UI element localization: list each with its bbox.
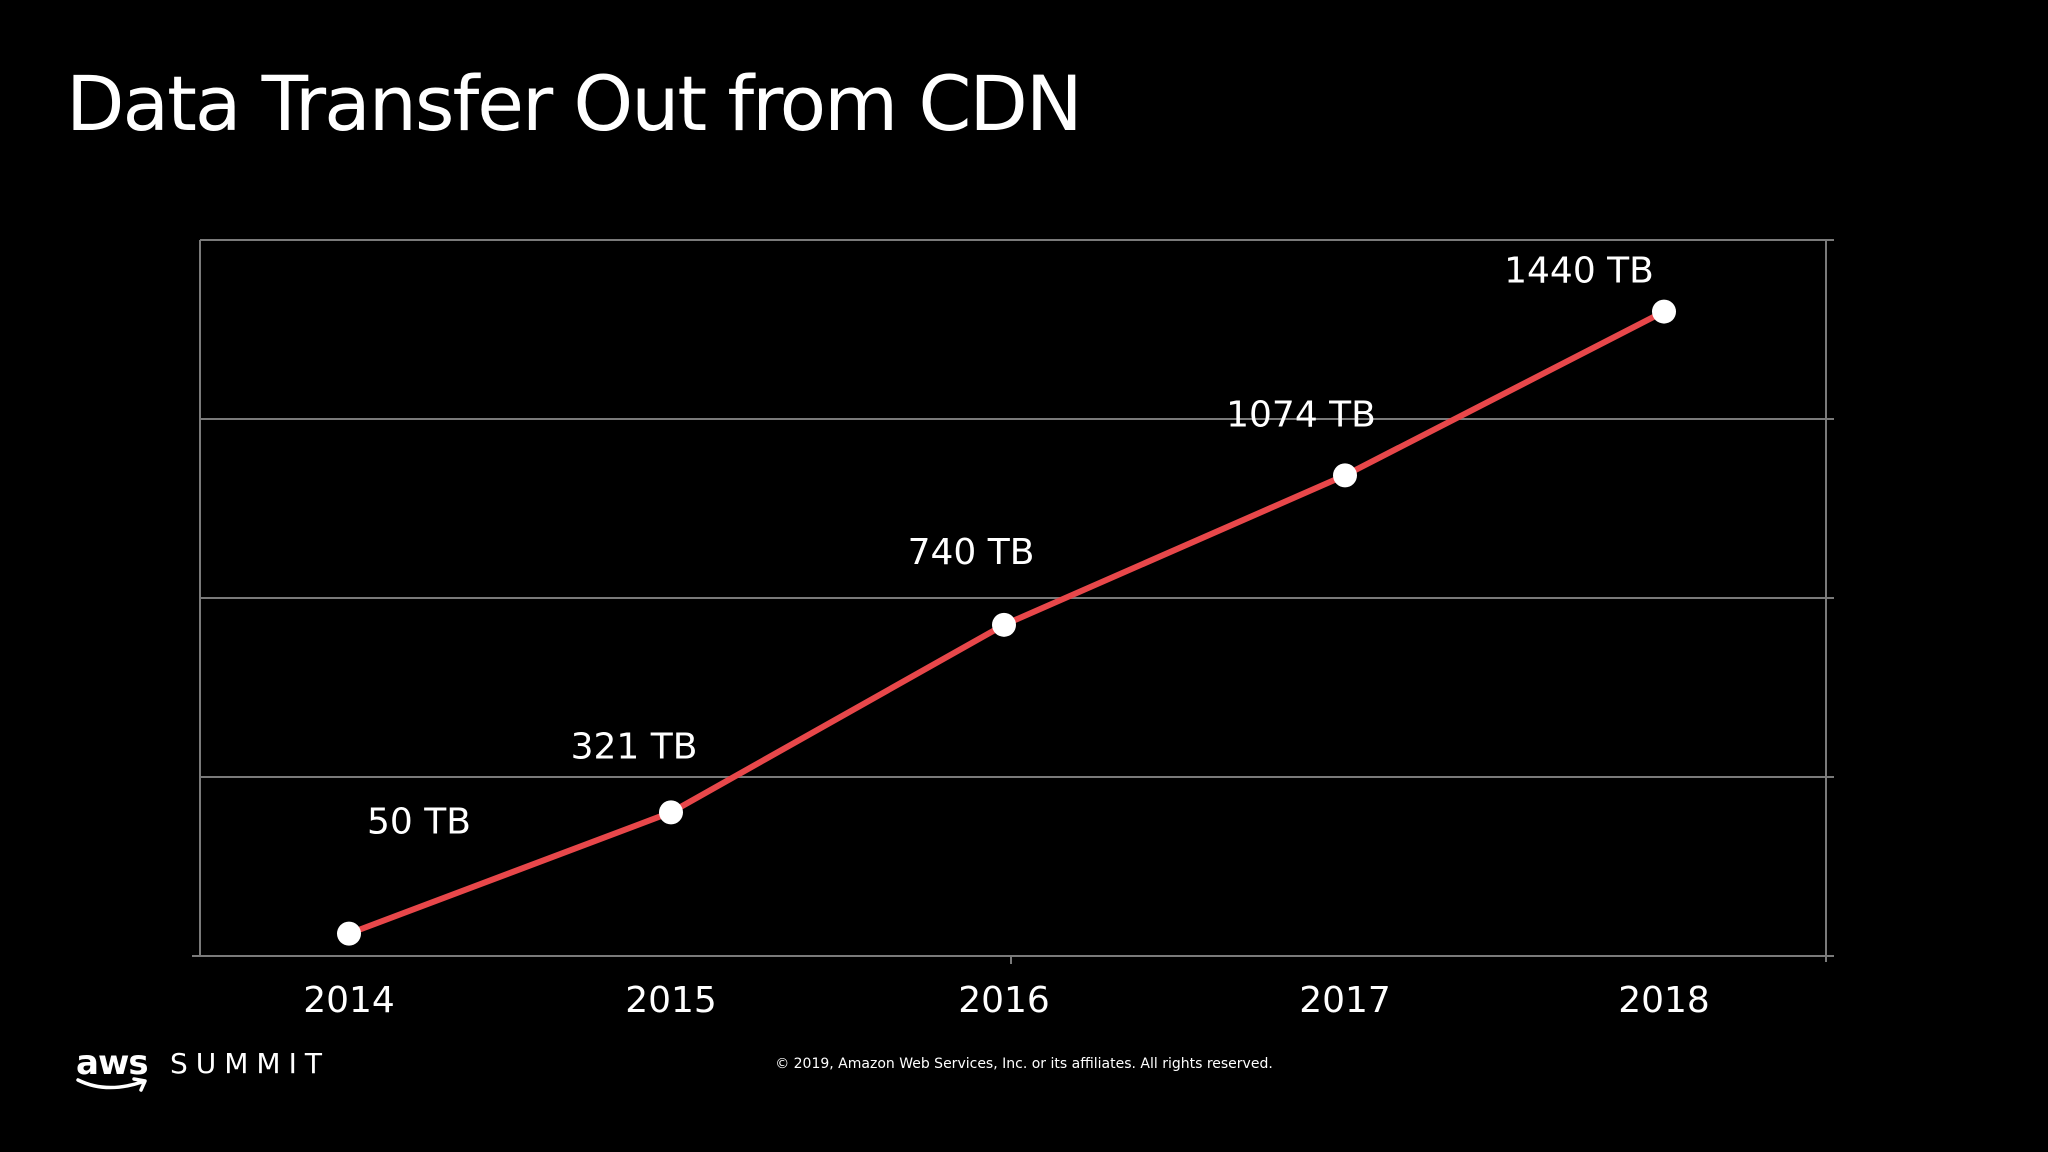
x-tick-label-2016: 2016 [958, 980, 1050, 1021]
aws-smile-icon [76, 1077, 147, 1092]
x-tick-label-2017: 2017 [1299, 980, 1391, 1021]
aws-logo: aws [76, 1046, 156, 1096]
data-point-2016 [992, 612, 1016, 637]
slide-title: Data Transfer Out from CDN [66, 59, 1083, 148]
x-tick-label-2014: 2014 [303, 980, 395, 1021]
chart-points [337, 299, 1676, 946]
data-point-2017 [1333, 463, 1357, 488]
data-label-2014: 50 TB [367, 802, 471, 843]
chart-grid [192, 239, 1834, 964]
data-label-2018: 1440 TB [1504, 251, 1654, 292]
data-point-2015 [659, 800, 683, 825]
aws-logo-word: aws [76, 1043, 149, 1083]
data-label-2015: 321 TB [571, 726, 698, 767]
chart-data-labels: 50 TB 321 TB 740 TB 1074 TB 1440 TB [367, 251, 1654, 843]
data-label-2017: 1074 TB [1226, 394, 1376, 435]
chart-x-ticks: 2014 2015 2016 2017 2018 [303, 980, 1710, 1021]
x-tick-label-2015: 2015 [625, 980, 717, 1021]
summit-wordmark: SUMMIT [170, 1047, 330, 1080]
data-point-2014 [337, 921, 361, 946]
copyright-notice: © 2019, Amazon Web Services, Inc. or its… [775, 1056, 1273, 1072]
data-point-2018 [1652, 299, 1676, 324]
data-label-2016: 740 TB [908, 532, 1035, 573]
x-tick-label-2018: 2018 [1618, 980, 1710, 1021]
